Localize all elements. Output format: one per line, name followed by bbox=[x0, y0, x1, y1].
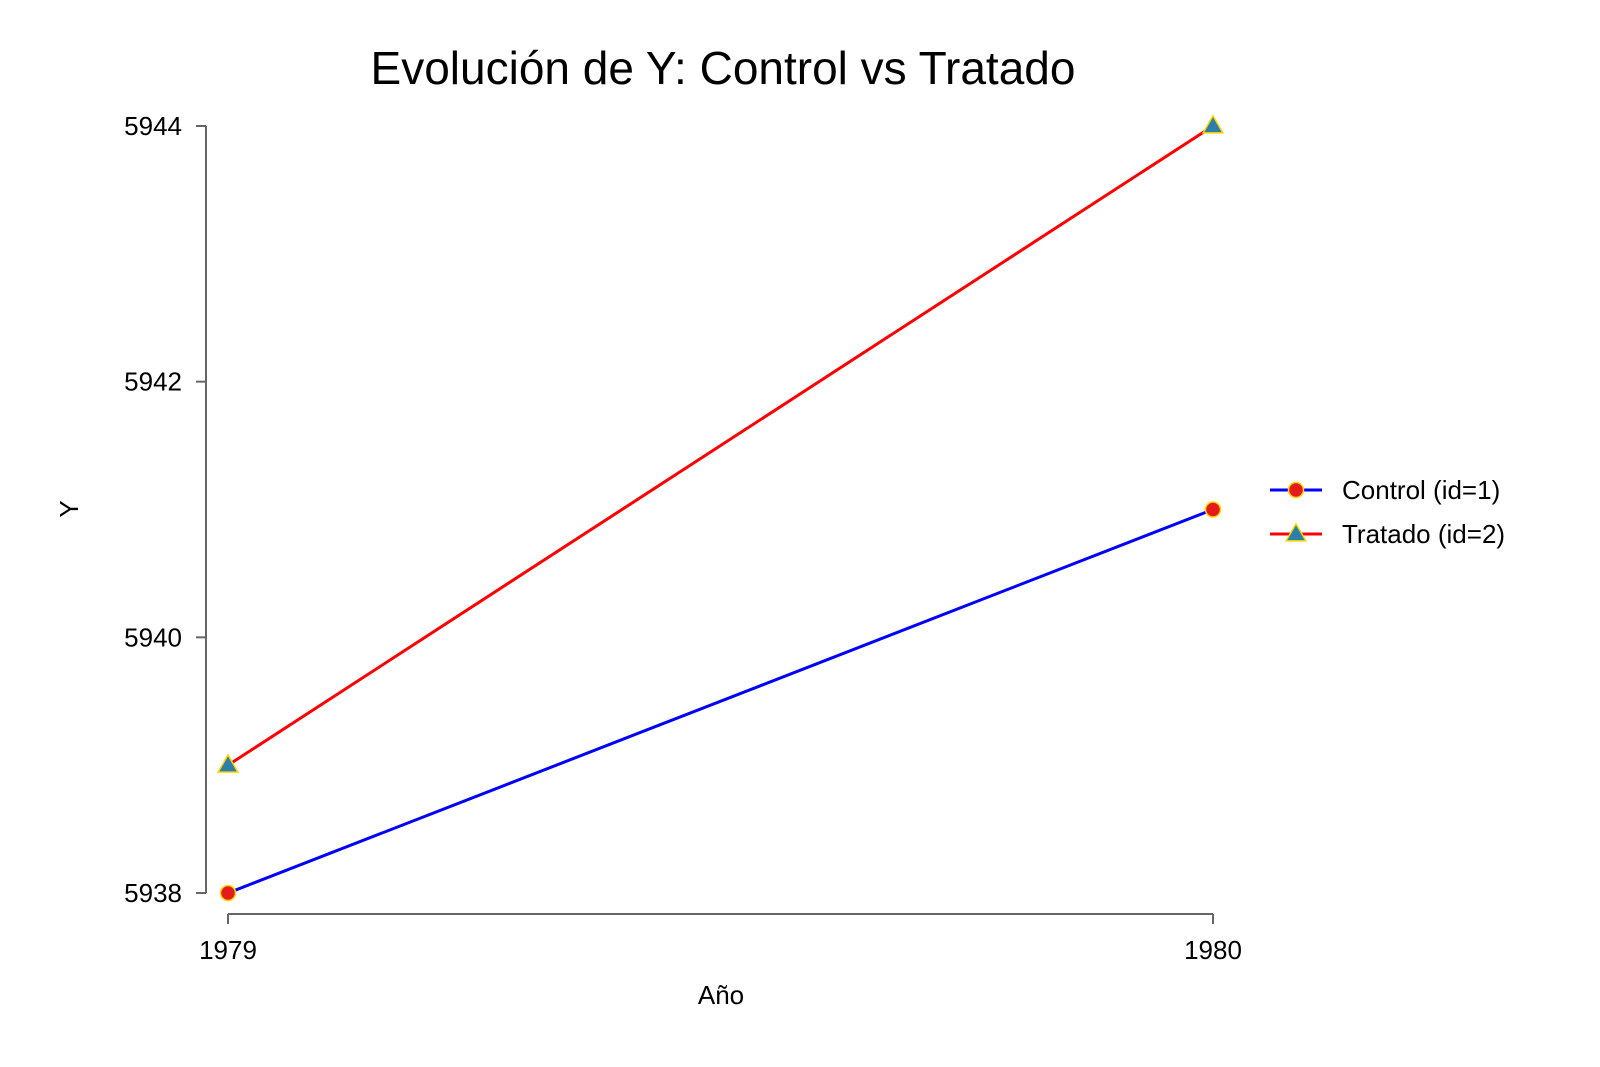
y-tick-label: 5938 bbox=[124, 878, 182, 908]
legend-label: Control (id=1) bbox=[1342, 475, 1500, 505]
data-point bbox=[219, 884, 237, 902]
legend-label: Tratado (id=2) bbox=[1342, 519, 1505, 549]
legend-item: Control (id=1) bbox=[1270, 475, 1500, 505]
x-tick-label: 1980 bbox=[1184, 935, 1242, 965]
legend-item: Tratado (id=2) bbox=[1270, 519, 1505, 549]
y-tick-label: 5944 bbox=[124, 111, 182, 141]
legend: Control (id=1) Tratado (id=2) bbox=[1270, 475, 1505, 549]
y-tick-label: 5942 bbox=[124, 367, 182, 397]
series-1 bbox=[216, 114, 1225, 773]
series-0 bbox=[219, 501, 1222, 902]
data-point bbox=[1204, 501, 1222, 518]
x-axis-label: Año bbox=[698, 980, 744, 1010]
y-axis-label: Y bbox=[54, 500, 84, 517]
series-group bbox=[216, 114, 1225, 902]
y-tick-label: 5940 bbox=[124, 622, 182, 652]
chart-title: Evolución de Y: Control vs Tratado bbox=[371, 42, 1076, 94]
x-ticks: 1979 1980 bbox=[199, 914, 1242, 965]
y-ticks: 5938 5940 5942 5944 bbox=[124, 111, 206, 908]
series-line bbox=[227, 124, 1214, 767]
x-tick-label: 1979 bbox=[199, 935, 257, 965]
legend-marker bbox=[1284, 522, 1308, 542]
data-point bbox=[1201, 114, 1225, 134]
legend-marker bbox=[1287, 481, 1305, 499]
series-line bbox=[227, 508, 1214, 895]
data-point bbox=[216, 753, 240, 773]
